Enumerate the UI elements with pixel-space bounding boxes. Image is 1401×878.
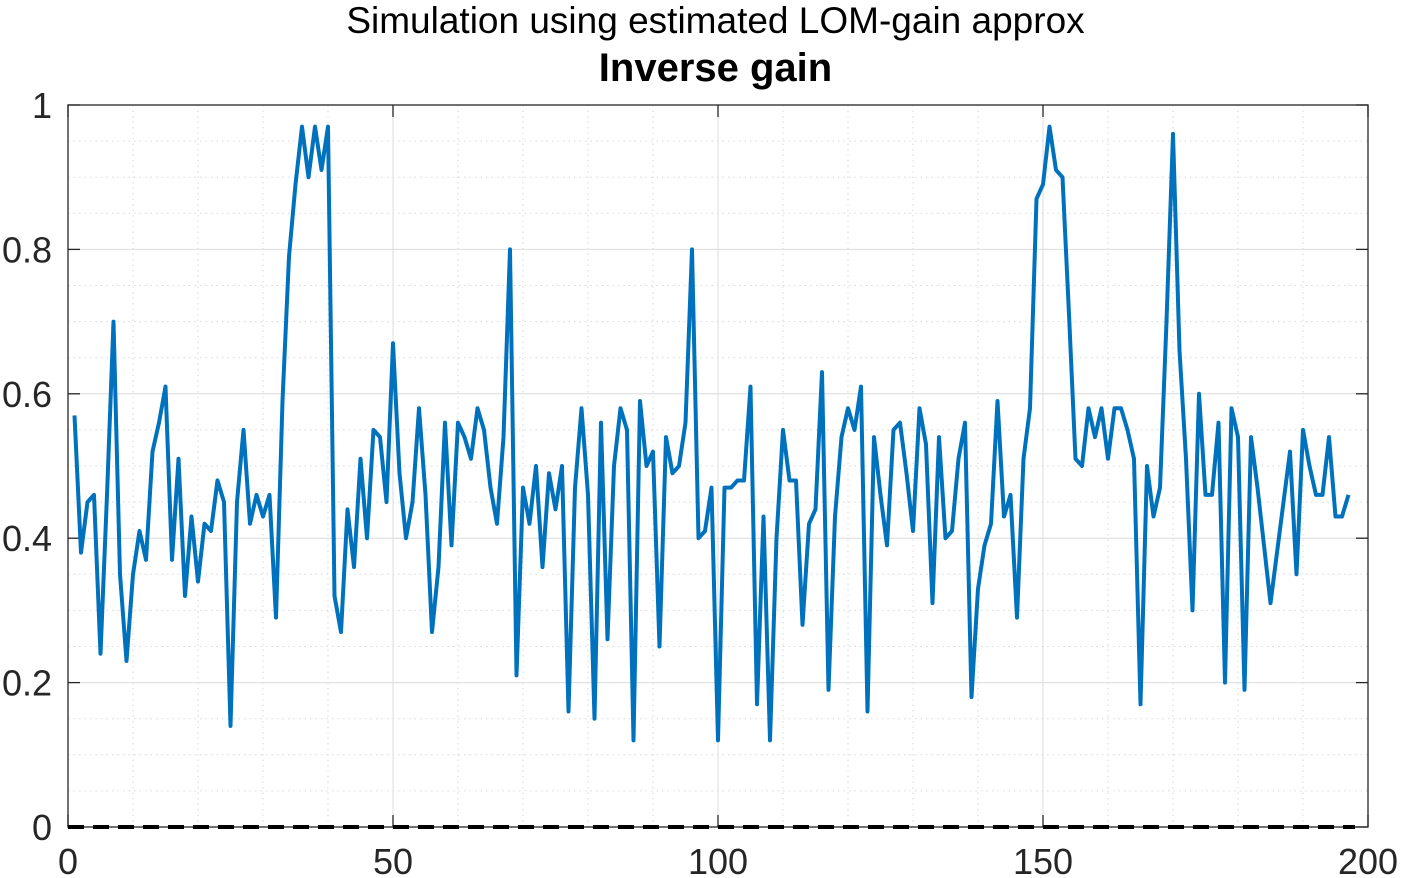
chart-title: Inverse gain: [598, 46, 833, 90]
x-tick-label: 0: [58, 841, 78, 878]
y-tick-labels: 0 0.2 0.4 0.6 0.8 1: [2, 85, 52, 848]
y-tick-label: 0.8: [2, 229, 52, 270]
y-tick-label: 0: [32, 807, 52, 848]
x-tick-label: 50: [373, 841, 413, 878]
y-tick-label: 0.6: [2, 374, 52, 415]
chart-supertitle: Simulation using estimated LOM-gain appr…: [346, 0, 1085, 41]
y-tick-label: 0.4: [2, 518, 52, 559]
x-tick-label: 200: [1338, 841, 1398, 878]
x-tick-labels: 0 50 100 150 200: [58, 841, 1398, 878]
x-tick-label: 100: [688, 841, 748, 878]
tick-marks: [67, 104, 1369, 828]
x-tick-label: 150: [1013, 841, 1073, 878]
y-tick-label: 0.2: [2, 663, 52, 704]
y-tick-label: 1: [32, 85, 52, 126]
inverse-gain-series-line: [72, 124, 1351, 743]
series-layer: [68, 124, 1355, 829]
